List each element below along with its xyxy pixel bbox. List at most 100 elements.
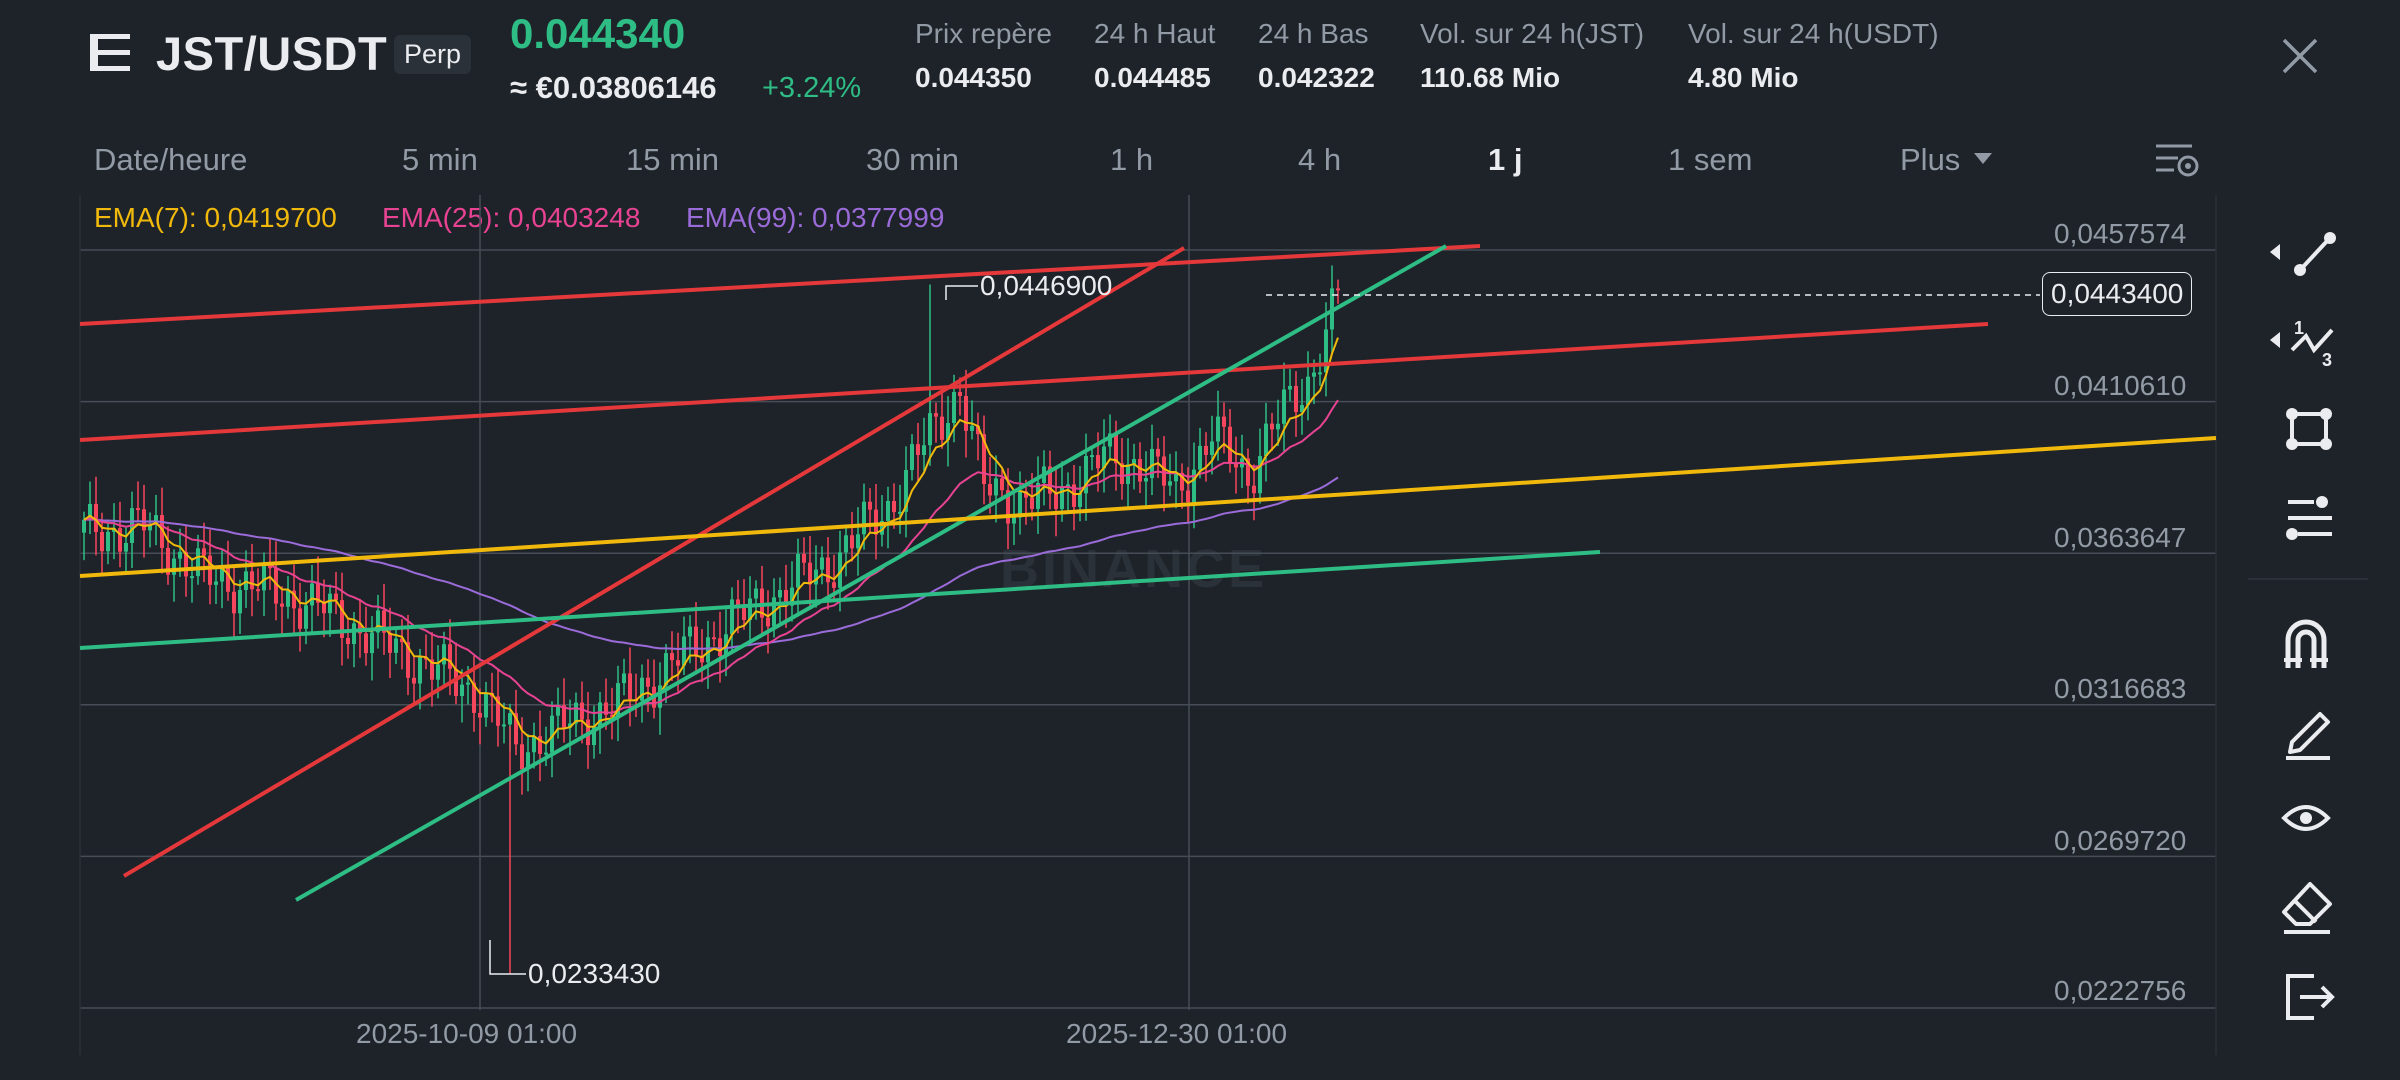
- candle-body: [808, 562, 812, 585]
- trendline: [79, 550, 1601, 650]
- tab-datetime[interactable]: Date/heure: [94, 142, 248, 177]
- candle-body: [544, 752, 548, 755]
- candle-body: [262, 562, 266, 591]
- candle-body: [340, 600, 344, 638]
- candle-body: [364, 633, 368, 654]
- trendline-icon[interactable]: [2270, 222, 2342, 286]
- candle-body: [946, 423, 950, 440]
- rectangle-icon[interactable]: [2270, 398, 2342, 462]
- candle-body: [1276, 423, 1280, 430]
- candle-body: [688, 626, 692, 637]
- candle-body: [178, 551, 182, 559]
- magnet-icon[interactable]: [2270, 610, 2342, 674]
- candle-body: [334, 593, 338, 601]
- candle-body: [1036, 482, 1040, 509]
- candle-body: [1270, 423, 1274, 430]
- candle-body: [1066, 484, 1070, 487]
- candle-body: [370, 632, 374, 654]
- candle-body: [904, 470, 908, 512]
- candle-body: [1138, 459, 1142, 482]
- candle-body: [142, 509, 146, 531]
- candle-body: [1336, 288, 1340, 291]
- candle-body: [136, 508, 140, 511]
- candle-body: [316, 583, 320, 603]
- fibonacci-icon[interactable]: 1 3: [2270, 310, 2342, 374]
- tab-1h[interactable]: 1 h: [1110, 142, 1154, 177]
- candle-body: [994, 478, 998, 496]
- fiat-price: ≈ €0.03806146: [510, 70, 717, 105]
- candle-body: [940, 416, 944, 440]
- candle-body: [628, 673, 632, 700]
- candle-body: [1072, 484, 1076, 507]
- candle-body: [850, 535, 854, 549]
- candle-body: [886, 501, 890, 521]
- pencil-icon[interactable]: [2270, 698, 2342, 762]
- chart-settings-icon[interactable]: [2154, 140, 2200, 180]
- candle-body: [1204, 445, 1208, 456]
- menu-icon[interactable]: [88, 30, 136, 76]
- tab-4h[interactable]: 4 h: [1298, 142, 1342, 177]
- candle-body: [88, 504, 92, 520]
- candle-body: [388, 632, 392, 653]
- candle-body: [778, 590, 782, 598]
- ema25-line: [83, 399, 1339, 715]
- close-icon[interactable]: [2278, 34, 2322, 78]
- candle-body: [382, 610, 386, 633]
- symbol-title[interactable]: JST/USDT: [156, 27, 388, 80]
- candle-body: [736, 599, 740, 607]
- eye-icon[interactable]: [2270, 786, 2342, 850]
- candle-body: [214, 581, 218, 585]
- candle-body: [232, 591, 236, 614]
- tab-1d[interactable]: 1 j: [1488, 142, 1523, 177]
- tab-30min[interactable]: 30 min: [866, 142, 960, 177]
- candle-body: [832, 582, 836, 588]
- candle-body: [874, 509, 878, 535]
- candle-body: [1162, 456, 1166, 486]
- candle-body: [472, 682, 476, 713]
- candle-body: [1150, 448, 1154, 479]
- price-axis-label: 0,0457574: [2054, 218, 2187, 249]
- candle-body: [796, 553, 800, 588]
- tab-more[interactable]: Plus: [1900, 142, 1961, 177]
- candle-body: [1324, 329, 1328, 373]
- candle-body: [322, 602, 326, 614]
- tab-5min[interactable]: 5 min: [402, 142, 478, 177]
- chevron-down-icon[interactable]: [1974, 152, 1992, 164]
- candle-body: [292, 590, 296, 609]
- candle-body: [1144, 478, 1148, 482]
- candle-body: [1186, 490, 1190, 503]
- candle-body: [202, 548, 206, 556]
- candle-body: [856, 534, 860, 549]
- candle-body: [118, 528, 122, 552]
- svg-text:3: 3: [2322, 350, 2332, 370]
- candle-body: [1174, 472, 1178, 482]
- volume-base-value: 110.68 Mio: [1420, 62, 1561, 93]
- candle-body: [646, 677, 650, 687]
- tab-15min[interactable]: 15 min: [626, 142, 720, 177]
- candle-body: [1090, 455, 1094, 458]
- candle-body: [220, 567, 224, 582]
- high-marker-label: 0,0446900: [980, 270, 1113, 301]
- candle-body: [706, 637, 710, 663]
- candle-body: [418, 657, 422, 684]
- candle-body: [94, 504, 98, 532]
- tab-1w[interactable]: 1 sem: [1668, 142, 1753, 177]
- indicator-settings-icon[interactable]: [2270, 486, 2342, 550]
- candle-body: [754, 588, 758, 599]
- candle-body: [106, 531, 110, 552]
- candle-body: [1288, 385, 1292, 390]
- candle-body: [550, 715, 554, 753]
- exit-icon[interactable]: [2270, 962, 2342, 1026]
- candle-body: [712, 637, 716, 640]
- contract-type-badge: Perp: [394, 35, 472, 74]
- eraser-icon[interactable]: [2270, 874, 2342, 938]
- candle-body: [1168, 481, 1172, 486]
- candle-body: [676, 660, 680, 666]
- price-markers: [489, 285, 2040, 975]
- candle-body: [148, 523, 152, 531]
- candle-body: [820, 557, 824, 570]
- candle-body: [454, 668, 458, 697]
- candle-body: [166, 547, 170, 575]
- candle-body: [898, 511, 902, 514]
